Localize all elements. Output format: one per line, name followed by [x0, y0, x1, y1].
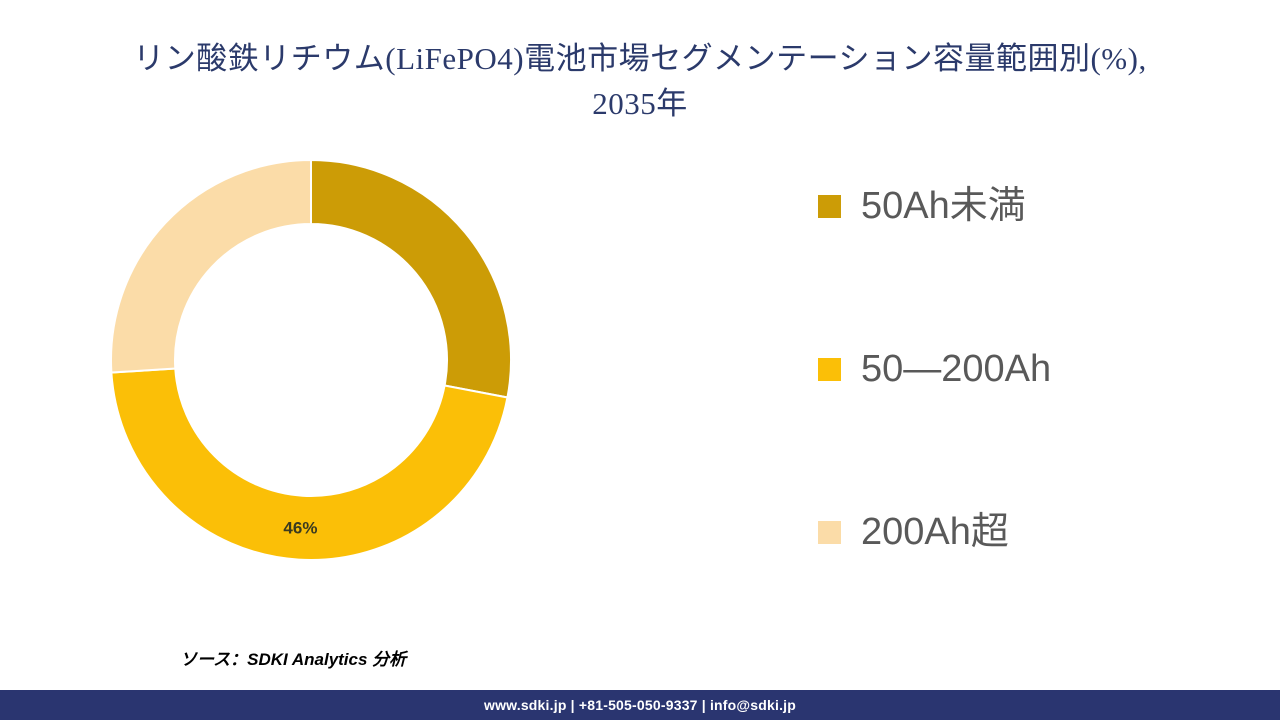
- donut-slices: [111, 160, 511, 560]
- legend-label-2: 200Ah超: [861, 511, 1009, 553]
- legend-label-1: 50—200Ah: [861, 348, 1052, 390]
- donut-slice-2[interactable]: [111, 160, 312, 374]
- legend-swatch-icon-2: [818, 520, 841, 544]
- footer-bar: www.sdki.jp | +81-505-050-9337 | info@sd…: [0, 690, 1280, 720]
- donut-slice-0[interactable]: [310, 160, 511, 399]
- donut-chart-svg: 46%: [111, 160, 511, 560]
- donut-slice-1[interactable]: [111, 367, 509, 560]
- legend-item-1[interactable]: 50—200Ah: [818, 339, 1238, 399]
- legend-item-2[interactable]: 200Ah超: [818, 502, 1238, 562]
- legend-swatch-icon-1: [818, 357, 841, 381]
- legend-item-0[interactable]: 50Ah未満: [818, 176, 1238, 236]
- source-attribution: ソース：SDKI Analytics 分析: [180, 650, 407, 669]
- donut-chart: 46%: [111, 160, 511, 560]
- page-title: リン酸鉄リチウム(LiFePO4)電池市場セグメンテーション容量範囲別(%), …: [133, 41, 1147, 121]
- legend-label-0: 50Ah未満: [861, 185, 1026, 227]
- chart-legend: 50Ah未満 50—200Ah 200Ah超: [818, 176, 1238, 562]
- footer-contact-text: www.sdki.jp | +81-505-050-9337 | info@sd…: [483, 697, 797, 713]
- legend-swatch-icon-0: [818, 194, 841, 218]
- slice-value-label-1: 46%: [283, 519, 317, 538]
